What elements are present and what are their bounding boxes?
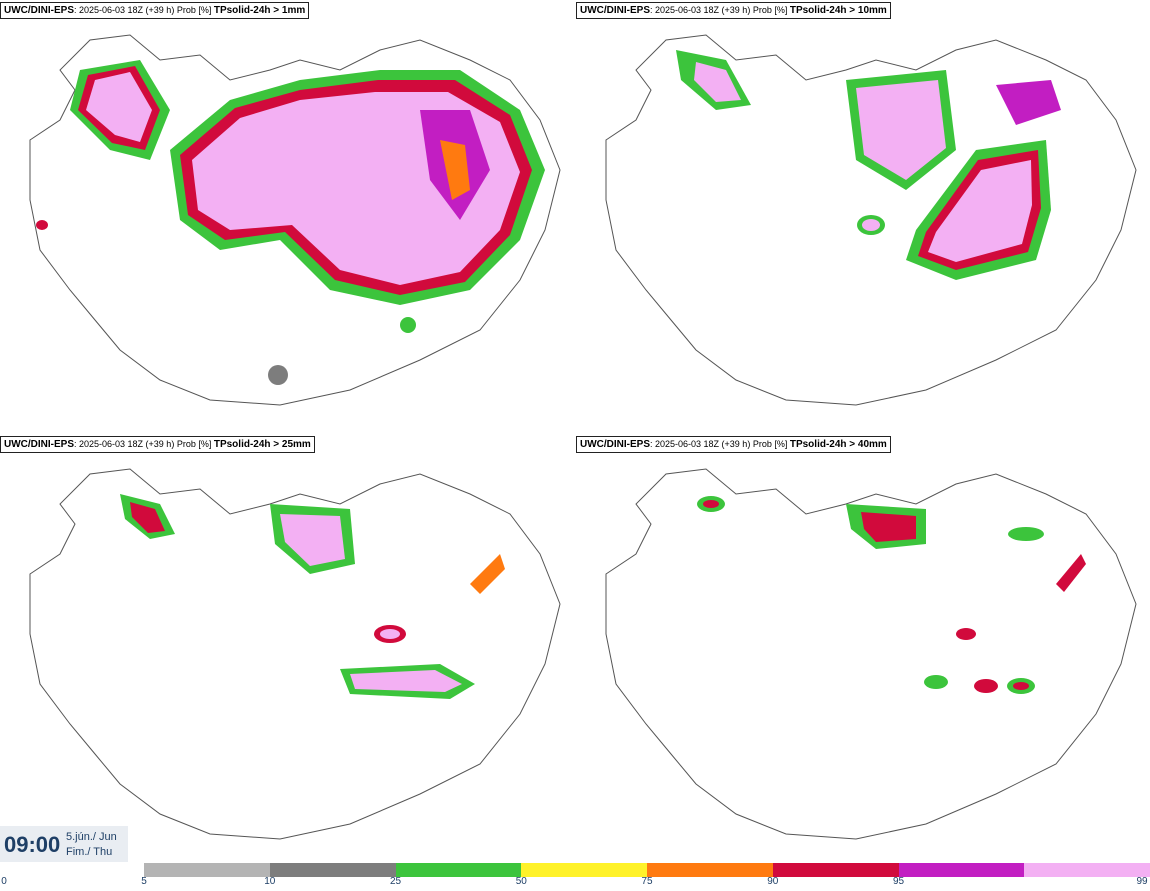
colorbar-segment	[772, 863, 899, 877]
colorbar-segment	[898, 863, 1025, 877]
model-name: UWC/DINI-EPS	[580, 5, 650, 16]
colorbar-segment	[521, 863, 647, 877]
panel-title: UWC/DINI-EPS: 2025-06-03 18Z (+39 h) Pro…	[576, 436, 891, 453]
map-panel-10mm: UWC/DINI-EPS: 2025-06-03 18Z (+39 h) Pro…	[576, 0, 1150, 430]
model-name: UWC/DINI-EPS	[4, 439, 74, 450]
colorbar-segment	[1024, 863, 1150, 877]
probability-colorbar	[144, 863, 1150, 877]
valid-time-box: 09:00 5.jún./ Jun Fim./ Thu	[0, 826, 128, 862]
iceland-map-40mm	[605, 468, 1137, 840]
prob-field-40mm	[697, 496, 1086, 694]
colorbar-tick-label: 90	[767, 876, 779, 887]
iceland-map-10mm	[605, 34, 1137, 406]
run-info: : 2025-06-03 18Z (+39 h) Prob [%]	[74, 5, 214, 15]
colorbar-segment	[395, 863, 522, 877]
threshold-label: TPsolid-24h > 10mm	[789, 5, 887, 16]
valid-date-line2: Fim./ Thu	[66, 846, 113, 858]
valid-date-line1: 5.jún./ Jun	[66, 831, 117, 843]
prob-field-10mm	[676, 50, 1061, 280]
model-name: UWC/DINI-EPS	[580, 439, 650, 450]
iceland-map-25mm	[29, 468, 561, 840]
panel-title: UWC/DINI-EPS: 2025-06-03 18Z (+39 h) Pro…	[576, 2, 891, 19]
colorbar-tick-label: 25	[389, 876, 402, 887]
prob-field-1mm	[36, 60, 545, 385]
map-panel-1mm: UWC/DINI-EPS: 2025-06-03 18Z (+39 h) Pro…	[0, 0, 574, 430]
colorbar-tick-label: 95	[892, 876, 905, 887]
prob-field-25mm	[120, 494, 505, 699]
colorbar-tick-label: 99	[1136, 876, 1148, 887]
threshold-label: TPsolid-24h > 25mm	[213, 439, 311, 450]
run-info: : 2025-06-03 18Z (+39 h) Prob [%]	[650, 5, 790, 15]
iceland-map-1mm	[29, 34, 561, 406]
valid-time: 09:00	[4, 832, 61, 857]
panel-title: UWC/DINI-EPS: 2025-06-03 18Z (+39 h) Pro…	[0, 2, 310, 19]
colorbar-tick-label: 10	[264, 876, 276, 887]
panel-title: UWC/DINI-EPS: 2025-06-03 18Z (+39 h) Pro…	[0, 436, 315, 453]
colorbar-segment	[144, 863, 270, 877]
map-panel-25mm: UWC/DINI-EPS: 2025-06-03 18Z (+39 h) Pro…	[0, 434, 574, 864]
threshold-label: TPsolid-24h > 1mm	[213, 5, 306, 16]
colorbar-segment	[647, 863, 773, 877]
run-info: : 2025-06-03 18Z (+39 h) Prob [%]	[74, 439, 214, 449]
threshold-label: TPsolid-24h > 40mm	[789, 439, 887, 450]
colorbar-tick-label: 5	[141, 876, 147, 887]
model-name: UWC/DINI-EPS	[4, 5, 74, 16]
colorbar-tick-label: 0	[1, 876, 7, 887]
colorbar-segment	[269, 863, 396, 877]
colorbar-tick-label: 75	[641, 876, 653, 887]
run-info: : 2025-06-03 18Z (+39 h) Prob [%]	[650, 439, 790, 449]
map-panel-40mm: UWC/DINI-EPS: 2025-06-03 18Z (+39 h) Pro…	[576, 434, 1150, 864]
colorbar-tick-label: 50	[515, 876, 527, 887]
